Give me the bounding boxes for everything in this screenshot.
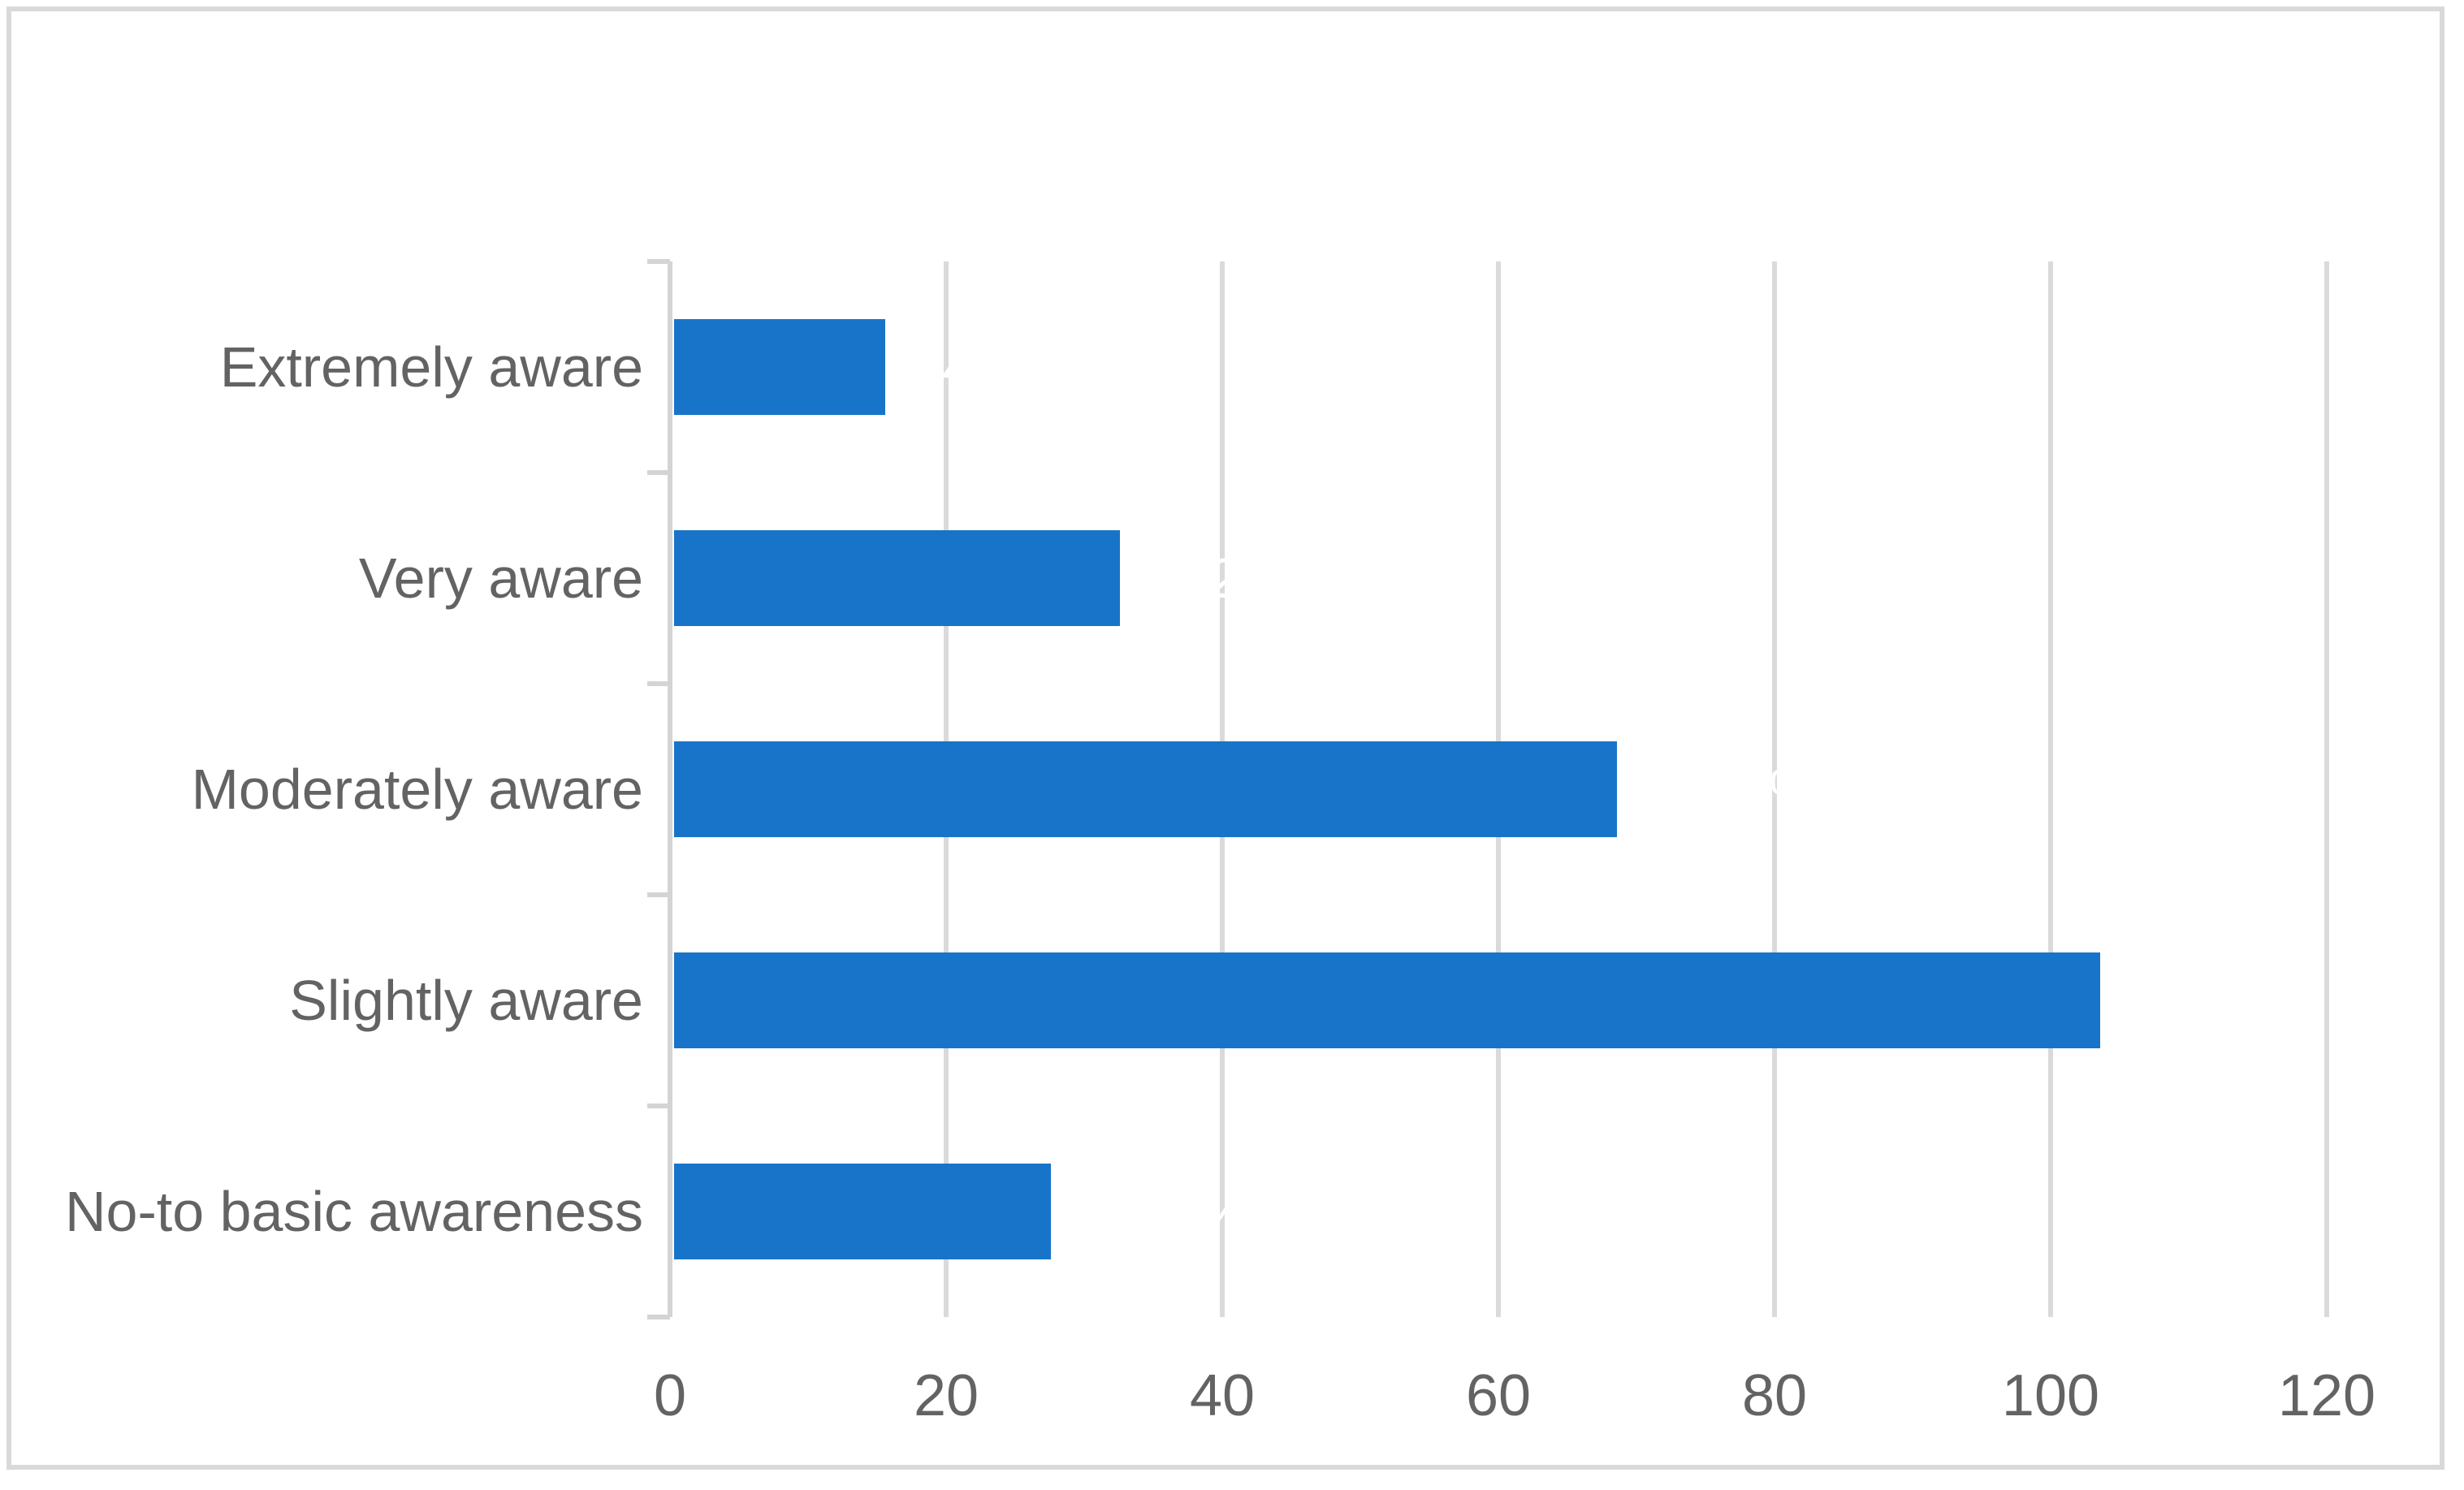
bar-very-aware [674,530,1120,626]
bar-data-label: 6.40% [895,335,1057,399]
y-axis-tick-mark [647,470,670,475]
y-axis-tick-mark [647,1103,670,1108]
gridline-x-80 [1772,261,1777,1317]
bar-no-to-basic-awareness [674,1164,1051,1259]
y-axis-tick-mark [647,259,670,264]
category-label: Very aware [358,546,643,610]
y-axis-tick-mark [647,892,670,897]
category-label: Extremely aware [219,335,643,399]
x-axis-tick-label: 100 [2001,1363,2100,1428]
gridline-x-100 [2048,261,2053,1317]
bar-moderately-aware [674,741,1617,837]
y-axis-tick-mark [647,681,670,686]
bar-data-label: 13.20% [1130,546,1323,610]
chart-frame [6,6,2445,1470]
category-label: Moderately aware [191,758,643,821]
x-axis-tick-label: 0 [653,1363,687,1428]
y-axis-line [668,261,672,1317]
bar-extremely-aware [674,319,885,415]
x-axis-tick-label: 40 [1189,1363,1256,1428]
x-axis-tick-label: 60 [1465,1363,1532,1428]
category-label: Slightly aware [289,969,643,1032]
x-axis-tick-label: 120 [2277,1363,2376,1428]
bar-slightly-aware [674,952,2100,1048]
bar-data-label: 11.20% [1061,1180,1250,1243]
category-label: No-to basic awareness [65,1180,643,1243]
x-axis-tick-label: 20 [913,1363,979,1428]
x-axis-tick-label: 80 [1741,1363,1808,1428]
bar-data-label: 27.60% [1627,758,1820,821]
gridline-x-120 [2324,261,2329,1317]
bar-data-label: 41.60% [2110,969,2303,1032]
y-axis-tick-mark [647,1315,670,1319]
